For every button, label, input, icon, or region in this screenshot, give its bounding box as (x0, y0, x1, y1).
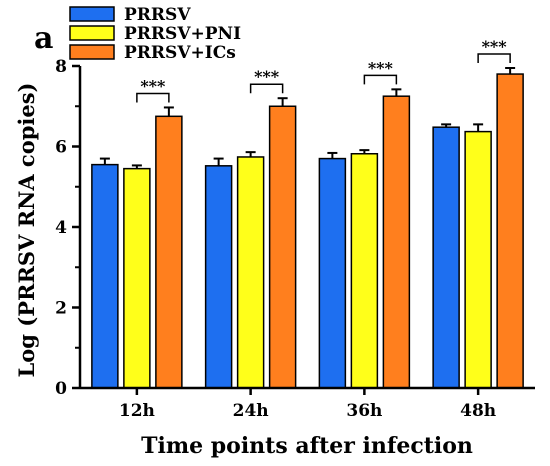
legend-label: PRRSV (124, 5, 191, 25)
panel-label: a (34, 21, 53, 56)
bar (155, 115, 183, 389)
y-axis: 0 2 4 6 8 (55, 57, 82, 399)
significance-bracket (136, 92, 170, 103)
x-tick-label: 48h (460, 401, 496, 421)
bar (204, 165, 233, 389)
y-tick-label: 8 (55, 57, 67, 77)
bar (318, 157, 347, 389)
bar (268, 105, 297, 389)
significance-stars: *** (140, 76, 166, 95)
significance-bracket (249, 83, 284, 94)
y-tick-label: 6 (55, 138, 67, 158)
bar (496, 73, 524, 389)
plot-area: *** *** *** *** (91, 37, 524, 389)
x-axis: 12h 24h 36h 48h (80, 386, 535, 421)
significance-stars: *** (482, 37, 508, 56)
significance-stars: *** (368, 58, 394, 77)
bar (350, 152, 379, 389)
x-tick-label: 12h (119, 401, 155, 421)
x-axis-title: Time points after infection (141, 433, 473, 459)
legend-label: PRRSV+ICs (124, 43, 236, 63)
bar (236, 156, 265, 389)
bar (382, 95, 411, 389)
x-tick-label: 24h (233, 401, 269, 421)
y-tick-label: 0 (55, 379, 67, 399)
legend-swatch (69, 6, 115, 22)
y-tick-label: 2 (55, 299, 67, 319)
significance-stars: *** (254, 67, 280, 86)
significance-bracket (477, 53, 511, 64)
legend-swatch (69, 25, 115, 41)
bar (432, 126, 460, 389)
legend-label: PRRSV+PNI (124, 24, 241, 44)
y-axis-title: Log (PRRSV RNA copies) (14, 83, 39, 378)
bar (464, 130, 492, 389)
bar (123, 167, 151, 389)
x-tick-label: 36h (346, 401, 382, 421)
y-tick-label: 4 (55, 218, 67, 238)
significance-bracket (363, 74, 398, 85)
bar (91, 163, 119, 389)
legend-swatch (69, 44, 115, 60)
